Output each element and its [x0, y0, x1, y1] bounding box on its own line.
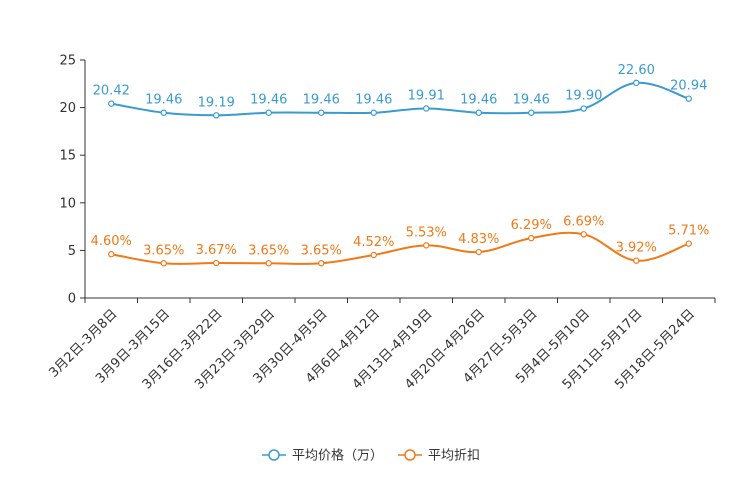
series-layer: 20.42 19.46 19.19 19.46 19.46 19.46 19.91 19.46…	[91, 63, 709, 267]
y-tick-label: 25	[59, 54, 76, 69]
series-line	[111, 81, 690, 117]
data-label: 19.46	[355, 93, 392, 108]
data-point	[633, 79, 640, 87]
data-point	[108, 251, 115, 258]
data-point	[580, 231, 587, 238]
series-line	[111, 231, 690, 265]
data-point	[633, 257, 640, 264]
data-label: 3.65%	[301, 243, 342, 258]
legend: 平均价格（万） 平均折扣	[262, 448, 480, 464]
series-1: 20.42 19.46 19.19 19.46 19.46 19.46 19.91 19.46…	[93, 63, 707, 119]
data-label: 6.29%	[511, 218, 552, 233]
data-point	[265, 260, 272, 267]
data-label: 19.91	[408, 88, 445, 103]
legend-label: 平均折扣	[428, 449, 480, 464]
data-label: 3.65%	[248, 243, 289, 258]
data-point	[528, 234, 535, 242]
data-point	[265, 109, 272, 116]
data-point	[108, 100, 115, 107]
data-label: 19.46	[513, 93, 550, 108]
data-point	[423, 242, 430, 249]
data-point	[318, 109, 325, 116]
data-point	[528, 109, 535, 116]
data-point	[685, 240, 692, 247]
legend-marker-icon	[404, 449, 416, 461]
data-point	[318, 260, 325, 267]
data-label: 19.46	[460, 93, 497, 108]
legend-item-2: 平均折扣	[398, 449, 480, 464]
data-point	[475, 109, 482, 116]
data-label: 19.46	[303, 93, 340, 108]
y-tick-label: 15	[59, 149, 76, 164]
data-label: 3.92%	[616, 241, 657, 256]
y-tick-label: 20	[59, 101, 76, 116]
legend-item-1: 平均价格（万）	[262, 448, 383, 464]
y-tick-label: 10	[59, 196, 76, 211]
data-point	[475, 248, 482, 256]
data-label: 6.69%	[563, 214, 604, 229]
data-label: 3.67%	[196, 243, 237, 258]
data-label: 20.42	[93, 84, 130, 99]
data-label: 4.60%	[91, 234, 132, 249]
data-label: 4.83%	[458, 232, 499, 247]
data-point	[370, 109, 377, 116]
data-point	[213, 259, 220, 267]
data-label: 19.46	[250, 93, 287, 108]
data-label: 4.52%	[353, 235, 394, 250]
series-2: 4.60% 3.65% 3.67% 3.65% 3.65% 4.52% 5.53% 4.83%…	[91, 214, 709, 267]
y-tick-label: 0	[68, 292, 76, 307]
data-label: 19.19	[198, 95, 235, 110]
data-point	[580, 105, 587, 112]
legend-marker-icon	[268, 449, 280, 461]
data-point	[160, 109, 167, 116]
data-point	[423, 105, 430, 112]
data-label: 5.71%	[668, 224, 709, 239]
data-point	[370, 251, 377, 259]
data-point	[213, 112, 220, 119]
data-label: 19.46	[145, 93, 182, 108]
data-label: 3.65%	[143, 243, 184, 258]
legend-label: 平均价格（万）	[292, 448, 383, 464]
data-label: 19.90	[565, 89, 602, 104]
data-label: 5.53%	[406, 225, 447, 240]
y-tick-label: 5	[68, 244, 76, 259]
data-point	[685, 95, 692, 102]
data-label: 20.94	[670, 79, 707, 94]
data-point	[160, 260, 167, 267]
data-label: 22.60	[618, 63, 655, 78]
